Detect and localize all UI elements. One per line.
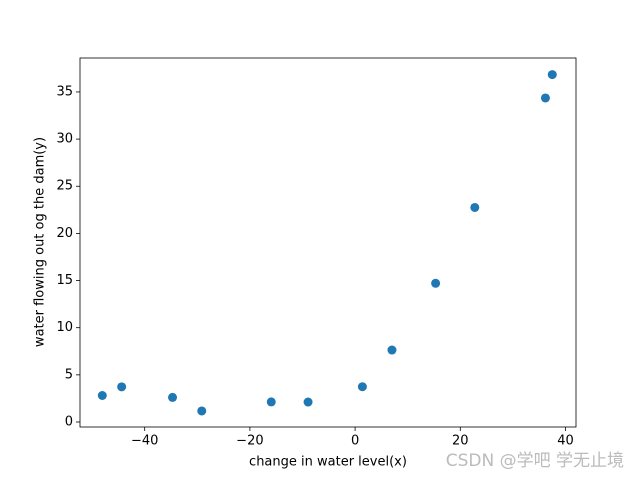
y-tick-label: 30: [56, 132, 73, 147]
point: [470, 202, 480, 212]
point: [303, 397, 313, 407]
x-tick-label: −40: [131, 434, 158, 449]
y-tick-label: 0: [65, 415, 73, 430]
watermark: CSDN @学吧 学无止境: [446, 451, 624, 471]
point: [197, 406, 207, 416]
x-tick-label: −20: [236, 434, 263, 449]
point: [117, 382, 127, 392]
y-tick-label: 20: [56, 226, 73, 241]
y-tick-label: 25: [56, 179, 73, 194]
point: [387, 345, 397, 355]
y-tick-label: 35: [56, 84, 73, 99]
y-axis-label: water flowing out og the dam(y): [33, 137, 48, 347]
x-tick-label: 0: [351, 434, 359, 449]
point: [547, 70, 557, 80]
point: [540, 93, 550, 103]
point: [431, 278, 441, 288]
point: [168, 392, 178, 402]
x-tick-label: 20: [452, 434, 469, 449]
point: [266, 397, 276, 407]
axes-frame: [79, 57, 577, 428]
y-tick-label: 10: [56, 320, 73, 335]
x-axis-label: change in water level(x): [249, 455, 407, 470]
point: [97, 391, 107, 401]
y-tick-label: 15: [56, 273, 73, 288]
x-tick-label: 40: [557, 434, 574, 449]
point: [357, 382, 367, 392]
y-tick-label: 5: [65, 367, 73, 382]
